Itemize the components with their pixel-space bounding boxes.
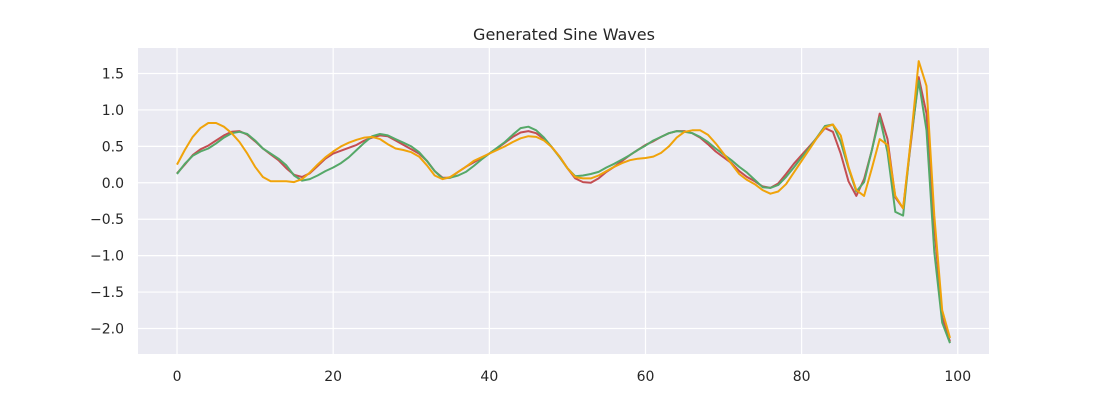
- x-tick-label: 60: [637, 369, 655, 385]
- grid: [138, 48, 989, 354]
- y-tick-label: −1.5: [90, 285, 124, 301]
- x-tick-label: 100: [944, 369, 971, 385]
- y-axis: 1.5 1.0 0.5 0.0 −0.5 −1.0 −1.5 −2.0: [90, 67, 124, 338]
- x-tick-label: 80: [793, 369, 811, 385]
- y-tick-label: −1.0: [90, 249, 124, 265]
- y-tick-label: 0.0: [102, 176, 124, 192]
- y-tick-label: 1.5: [102, 67, 124, 83]
- y-tick-label: −2.0: [90, 322, 124, 338]
- plot-area: [138, 48, 989, 354]
- x-axis: 0 20 40 60 80 100: [173, 369, 972, 385]
- chart-title: Generated Sine Waves: [473, 25, 655, 44]
- y-tick-label: −0.5: [90, 212, 124, 228]
- y-tick-label: 0.5: [102, 139, 124, 155]
- y-tick-label: 1.0: [102, 103, 124, 119]
- series-group: [176, 60, 951, 344]
- x-tick-label: 0: [173, 369, 182, 385]
- x-tick-label: 40: [480, 369, 498, 385]
- x-tick-label: 20: [324, 369, 342, 385]
- series-line-3: [176, 60, 951, 339]
